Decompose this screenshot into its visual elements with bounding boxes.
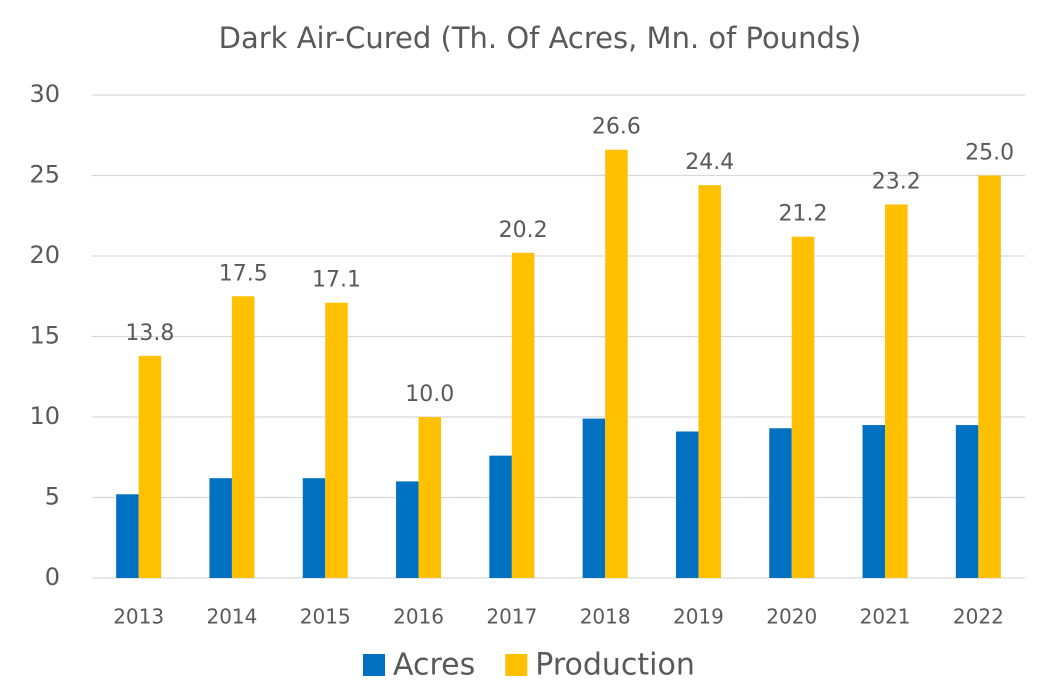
legend-label: Acres — [393, 648, 475, 682]
bar — [885, 204, 908, 579]
x-tick-label: 2022 — [953, 605, 1004, 629]
legend-swatch — [363, 654, 385, 676]
bar — [116, 494, 139, 578]
y-tick-label: 20 — [29, 241, 60, 269]
data-label: 23.2 — [872, 169, 921, 194]
bar — [978, 175, 1001, 578]
x-tick-label: 2021 — [860, 605, 911, 629]
data-label: 24.4 — [685, 150, 734, 175]
bar — [511, 252, 535, 578]
bar — [489, 455, 512, 578]
bar — [302, 478, 326, 578]
bar — [325, 302, 348, 578]
x-tick-label: 2017 — [486, 605, 537, 629]
x-tick-label: 2019 — [673, 605, 724, 629]
legend-label: Production — [535, 648, 695, 682]
y-tick-label: 25 — [29, 161, 60, 189]
bar — [396, 481, 419, 578]
x-tick-label: 2016 — [393, 605, 444, 629]
bar — [769, 428, 792, 578]
data-label: 17.5 — [219, 261, 268, 286]
x-tick-label: 2018 — [580, 605, 631, 629]
bar — [138, 355, 162, 578]
bar — [582, 418, 606, 578]
data-label: 26.6 — [592, 115, 641, 140]
data-label: 20.2 — [499, 218, 548, 243]
y-tick-label: 30 — [29, 80, 60, 108]
bar — [791, 236, 815, 578]
y-tick-label: 15 — [29, 322, 60, 350]
data-label: 17.1 — [312, 268, 361, 293]
bar — [418, 417, 442, 578]
y-tick-label: 0 — [45, 563, 60, 591]
y-tick-label: 5 — [45, 483, 60, 511]
bar — [605, 149, 628, 579]
legend-swatch — [505, 654, 528, 676]
data-label: 10.0 — [405, 382, 454, 407]
y-tick-label: 10 — [29, 402, 60, 430]
x-tick-label: 2013 — [113, 605, 164, 629]
bar — [675, 431, 699, 578]
data-label: 13.8 — [125, 321, 174, 346]
bar — [209, 478, 232, 578]
x-tick-label: 2020 — [766, 605, 817, 629]
bar — [862, 425, 886, 578]
bar — [955, 425, 979, 578]
chart-title: Dark Air-Cured (Th. Of Acres, Mn. of Pou… — [219, 21, 862, 55]
x-tick-label: 2014 — [206, 605, 257, 629]
data-label: 25.0 — [965, 141, 1014, 166]
bar — [231, 296, 255, 578]
bar — [698, 185, 721, 578]
data-label: 21.2 — [779, 202, 828, 227]
x-tick-label: 2015 — [300, 605, 351, 629]
